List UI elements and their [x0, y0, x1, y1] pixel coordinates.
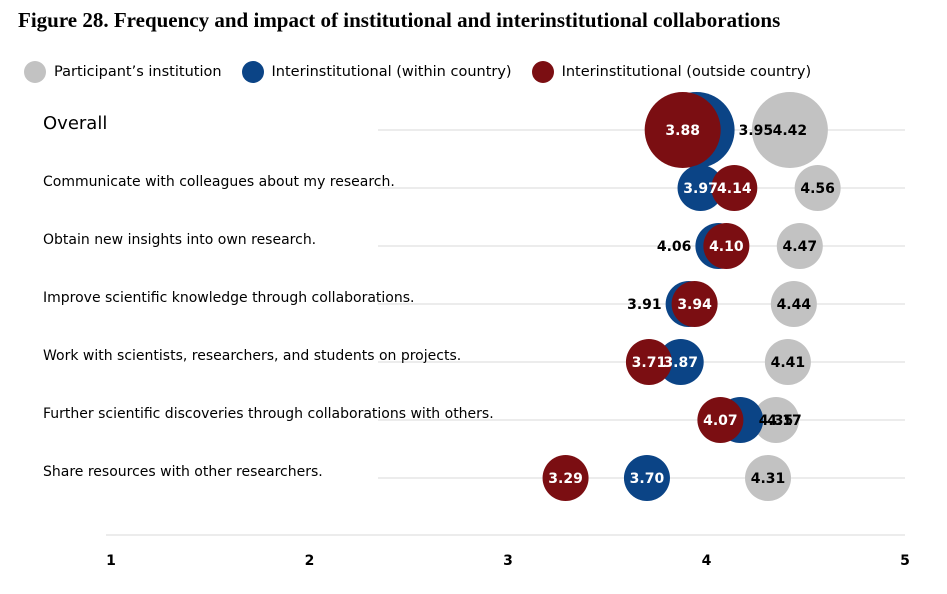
data-label-within: 3.91	[627, 297, 662, 313]
data-label-outside: 4.14	[717, 181, 752, 197]
data-label-outside: 3.88	[665, 123, 700, 139]
data-label-outside: 3.29	[548, 471, 583, 487]
bubble-within	[677, 165, 724, 211]
bubble-within	[623, 455, 670, 501]
data-label-participant: 4.35	[759, 413, 794, 429]
chart-title: Figure 28. Frequency and impact of insti…	[18, 8, 781, 32]
bubble-within	[657, 339, 704, 385]
legend-item-outside: Interinstitutional (outside country)	[531, 61, 812, 83]
x-tick-label: 3	[503, 553, 513, 569]
bubble-participant	[794, 165, 841, 211]
legend-label-participant: Participant’s institution	[54, 64, 222, 80]
x-tick-label: 1	[106, 553, 116, 569]
legend: Participant’s institution Interinstituti…	[24, 60, 831, 84]
data-label-participant: 4.47	[783, 239, 818, 255]
data-label-within: 4.17	[767, 413, 802, 429]
legend-swatch-outside	[531, 61, 554, 83]
bubble-participant	[770, 281, 817, 327]
data-label-participant: 4.44	[777, 297, 812, 313]
row-label: Improve scientific knowledge through col…	[43, 290, 415, 306]
x-tick-label: 2	[305, 553, 315, 569]
bubble-outside	[703, 223, 750, 269]
data-label-outside: 3.71	[632, 355, 667, 371]
data-label-within: 3.70	[630, 471, 665, 487]
bubble-participant	[776, 223, 823, 269]
data-label-within: 3.95	[739, 123, 774, 139]
row-label: Communicate with colleagues about my res…	[43, 174, 395, 190]
bubble-outside	[697, 397, 744, 443]
x-tick-label: 5	[900, 553, 910, 569]
bubble-outside	[671, 281, 718, 327]
data-label-participant: 4.31	[751, 471, 786, 487]
data-label-within: 4.06	[657, 239, 692, 255]
bubble-outside	[644, 92, 721, 168]
row-label: Work with scientists, researchers, and s…	[43, 348, 461, 364]
legend-label-within: Interinstitutional (within country)	[271, 64, 512, 80]
row-label: Overall	[43, 113, 107, 134]
bubble-participant	[764, 339, 811, 385]
data-label-participant: 4.41	[771, 355, 806, 371]
row-label: Further scientific discoveries through c…	[43, 406, 494, 422]
legend-item-within: Interinstitutional (within country)	[241, 61, 512, 83]
row-label: Obtain new insights into own research.	[43, 232, 316, 248]
bubble-outside	[542, 455, 589, 501]
legend-swatch-participant	[24, 61, 46, 83]
x-tick-label: 4	[702, 553, 712, 569]
legend-label-outside: Interinstitutional (outside country)	[561, 64, 812, 80]
data-label-outside: 4.10	[709, 239, 744, 255]
bubble-participant	[745, 455, 792, 501]
bubble-participant	[751, 92, 828, 168]
bubble-participant	[752, 397, 799, 443]
data-label-within: 3.87	[663, 355, 698, 371]
legend-item-participant: Participant’s institution	[24, 61, 222, 83]
data-label-outside: 3.94	[677, 297, 712, 313]
row-label: Share resources with other researchers.	[43, 464, 323, 480]
data-label-outside: 4.07	[703, 413, 738, 429]
data-label-within: 3.97	[683, 181, 718, 197]
bubble-outside	[625, 339, 672, 385]
bubble-outside	[711, 165, 758, 211]
data-label-participant: 4.56	[800, 181, 835, 197]
data-label-participant: 4.42	[773, 123, 808, 139]
legend-swatch-within	[241, 61, 264, 83]
